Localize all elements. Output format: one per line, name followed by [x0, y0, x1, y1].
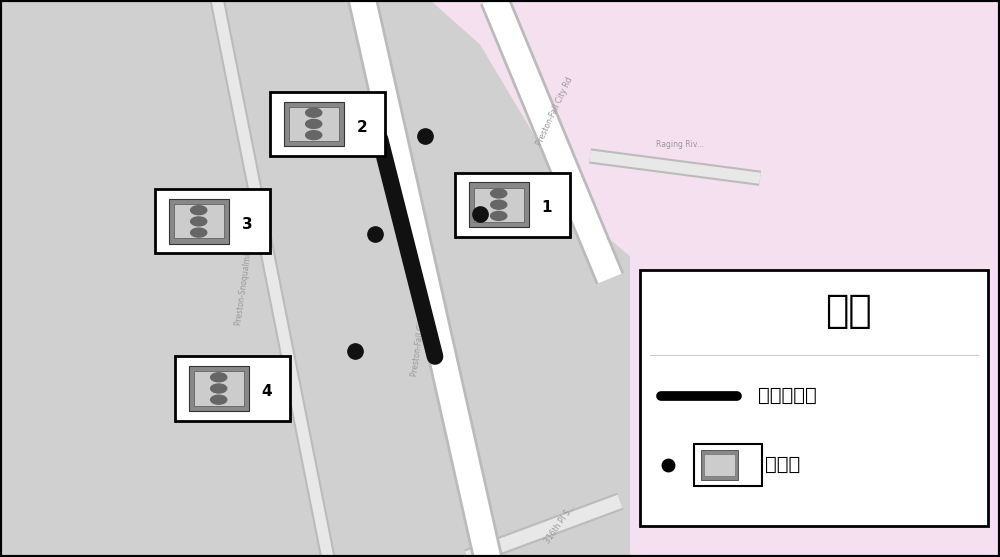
Text: 2: 2 — [357, 120, 367, 135]
Bar — [194, 372, 244, 405]
Circle shape — [191, 206, 207, 214]
Circle shape — [491, 189, 507, 198]
Circle shape — [306, 131, 322, 140]
Bar — [175, 356, 290, 421]
Bar — [174, 204, 224, 238]
Circle shape — [491, 212, 507, 221]
Circle shape — [306, 119, 322, 129]
Bar — [284, 101, 344, 146]
Text: Preston-Fall City Rd: Preston-Fall City Rd — [410, 302, 430, 377]
Bar — [474, 188, 524, 222]
Bar — [155, 189, 270, 253]
Text: 图例: 图例 — [825, 292, 872, 330]
Text: 316th Pl S...: 316th Pl S... — [543, 502, 577, 545]
Text: 摄像头: 摄像头 — [765, 456, 801, 475]
Bar — [169, 199, 229, 244]
Text: 养护施工区: 养护施工区 — [758, 386, 817, 405]
Circle shape — [191, 217, 207, 226]
Text: Preston-Snoqualmie Trail: Preston-Snoqualmie Trail — [234, 231, 256, 326]
Bar — [704, 453, 735, 476]
Circle shape — [491, 200, 507, 209]
Polygon shape — [0, 0, 630, 557]
Text: Preston-Fall City Rd: Preston-Fall City Rd — [535, 76, 575, 147]
Text: Raging Riv...: Raging Riv... — [656, 140, 704, 149]
Bar — [189, 366, 249, 411]
Circle shape — [211, 395, 227, 404]
Circle shape — [211, 373, 227, 382]
Bar — [289, 107, 339, 141]
Text: 1: 1 — [542, 201, 552, 216]
Bar — [469, 182, 529, 227]
Bar — [701, 450, 738, 480]
Bar — [694, 444, 762, 486]
Text: 3: 3 — [242, 217, 252, 232]
Circle shape — [191, 228, 207, 237]
Bar — [270, 92, 385, 156]
Bar — [640, 270, 988, 526]
Circle shape — [211, 384, 227, 393]
Circle shape — [306, 108, 322, 117]
Text: 4: 4 — [262, 384, 272, 399]
Bar — [455, 173, 570, 237]
